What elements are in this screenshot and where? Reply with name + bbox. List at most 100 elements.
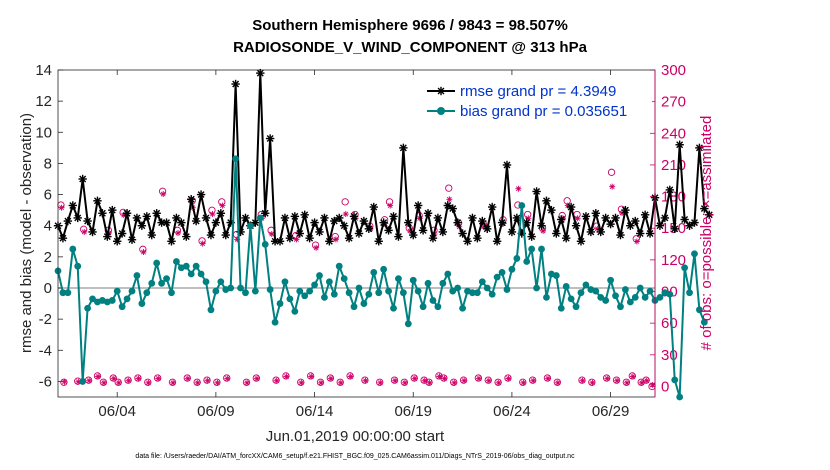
bias-point: [691, 250, 698, 258]
obs-assimilated-point-stroke: [496, 380, 502, 386]
rmse-point: [680, 215, 689, 224]
rmse-point-stroke: [108, 206, 116, 214]
bias-point: [247, 222, 254, 230]
rmse-point: [369, 202, 378, 212]
bias-point: [686, 289, 693, 297]
legend-rmse-marker: [436, 86, 446, 96]
obs-assimilated-point: [362, 377, 369, 384]
bias-point: [508, 265, 516, 273]
obs-assimilated-point-stroke: [254, 376, 260, 382]
obs-assimilated-point: [155, 375, 162, 382]
obs-assimilated-point: [426, 379, 433, 386]
rmse-point: [182, 232, 191, 241]
bias-point: [454, 284, 462, 292]
rmse-point: [78, 174, 87, 184]
obs-assimilated-point-stroke: [62, 379, 67, 385]
rmse-point-stroke: [483, 225, 491, 233]
bias-point: [612, 292, 619, 300]
bias-point: [538, 245, 545, 253]
rmse-point-stroke: [212, 219, 220, 227]
obs-assimilated-point: [446, 196, 453, 203]
rmse-point: [645, 229, 655, 238]
obs-possible-point: [223, 374, 231, 382]
rmse-point: [497, 218, 507, 227]
bias-point: [84, 304, 92, 312]
obs-possible-point: [588, 378, 596, 386]
rmse-point-stroke: [266, 135, 274, 142]
rmse-point: [675, 140, 684, 149]
obs-assimilated-point: [609, 183, 616, 190]
rmse-point: [621, 205, 630, 215]
rmse-point-stroke: [567, 203, 575, 211]
bias-point: [562, 283, 570, 290]
rmse-point: [655, 221, 665, 230]
bias-point: [557, 304, 565, 312]
obs-assimilated-point: [614, 377, 621, 384]
bias-point: [316, 272, 323, 279]
obs-assimilated-point-stroke: [185, 376, 191, 382]
obs-assimilated-point-stroke: [175, 230, 181, 236]
bias-point: [676, 393, 684, 401]
obs-assimilated-point-stroke: [200, 241, 206, 247]
rmse-point: [221, 230, 230, 240]
rmse-point-stroke: [375, 237, 383, 245]
bias-point: [69, 245, 77, 253]
rmse-point-stroke: [552, 230, 560, 237]
bias-series: [54, 155, 708, 401]
bias-point: [390, 304, 397, 312]
rmse-point: [152, 209, 161, 218]
bias-point: [671, 376, 679, 384]
obs-assimilated-point: [209, 211, 216, 218]
rmse-point: [478, 216, 487, 226]
obs-possible-point: [134, 374, 142, 382]
rmse-point-stroke: [414, 202, 422, 209]
obs-assimilated-point: [160, 191, 167, 198]
rmse-point-stroke: [148, 231, 156, 239]
bias-point: [113, 287, 121, 295]
obs-assimilated-point-stroke: [141, 249, 146, 255]
obs-assimilated-point: [495, 379, 502, 386]
obs-possible-point: [553, 378, 561, 386]
obs-assimilated-point-stroke: [269, 231, 275, 237]
obs-possible-point: [602, 374, 611, 382]
rmse-point: [201, 213, 211, 223]
rmse-point-stroke: [390, 212, 397, 220]
rmse-point: [320, 213, 329, 223]
rmse-point: [463, 237, 472, 246]
obs-possible-point: [543, 374, 552, 382]
rmse-point: [315, 227, 324, 237]
rmse-point: [695, 143, 704, 153]
bias-point: [533, 284, 540, 292]
rmse-point: [453, 218, 462, 227]
rmse-point-stroke: [340, 222, 348, 230]
rmse-point: [611, 213, 620, 223]
rmse-point-stroke: [202, 214, 210, 222]
obs-assimilated-point-stroke: [101, 380, 107, 386]
bias-point: [286, 295, 294, 303]
rmse-point-stroke: [498, 219, 506, 227]
rmse-point-stroke: [330, 217, 338, 225]
obs-assimilated-point: [268, 231, 275, 238]
rmse-point: [566, 202, 576, 212]
rmse-point: [468, 213, 477, 223]
obs-possible-point: [459, 376, 468, 384]
rmse-point-stroke: [276, 237, 284, 245]
bias-point: [271, 318, 279, 326]
rmse-point-stroke: [399, 144, 407, 152]
obs-assimilated-point: [224, 375, 231, 382]
rmse-point: [616, 230, 625, 240]
rmse-point: [364, 224, 374, 234]
rmse-point-stroke: [103, 233, 111, 241]
rmse-point: [547, 205, 556, 215]
bias-point: [621, 286, 629, 293]
obs-assimilated-point: [629, 373, 636, 380]
obs-assimilated-point-stroke: [624, 380, 630, 386]
rmse-point-stroke: [557, 216, 565, 223]
rmse-point-stroke: [296, 230, 304, 237]
bias-point: [597, 293, 605, 301]
obs-assimilated-point: [135, 375, 142, 382]
rmse-point: [142, 212, 152, 221]
x-tick-label: 06/04: [98, 403, 136, 420]
rmse-point-stroke: [454, 219, 462, 227]
obs-assimilated-point-stroke: [219, 203, 225, 209]
